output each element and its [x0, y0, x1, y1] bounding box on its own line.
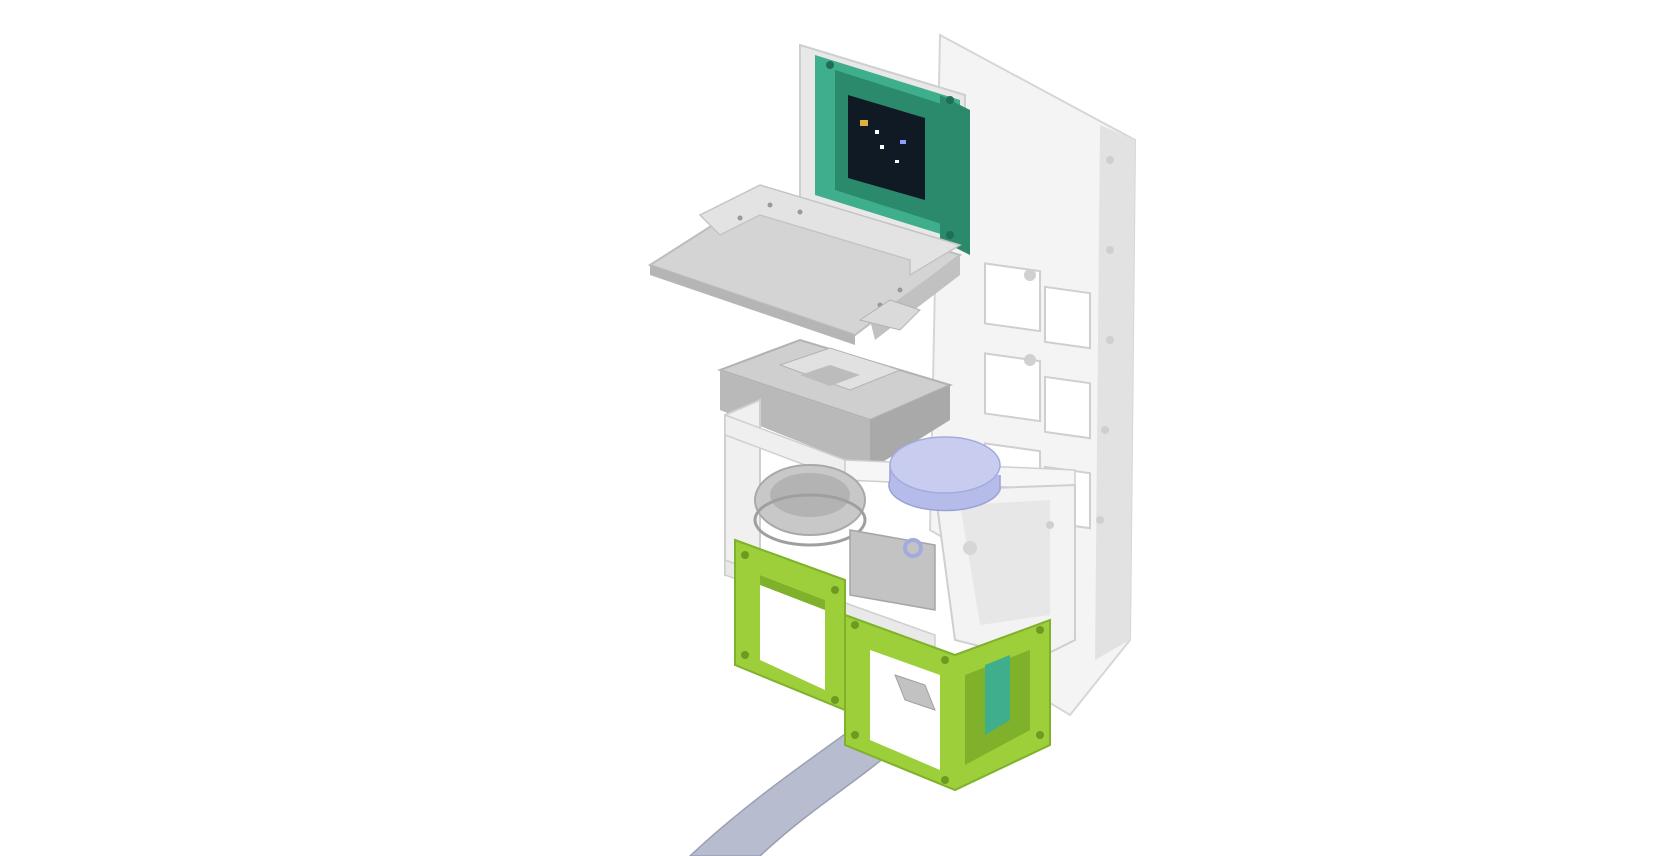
lavender-cylinder	[888, 436, 1001, 558]
green-base-frame-right	[844, 613, 1051, 792]
green-base-frame-left	[734, 538, 846, 712]
gimbal-mount	[717, 299, 953, 470]
cable-connector	[894, 674, 936, 711]
display-module	[799, 43, 970, 255]
